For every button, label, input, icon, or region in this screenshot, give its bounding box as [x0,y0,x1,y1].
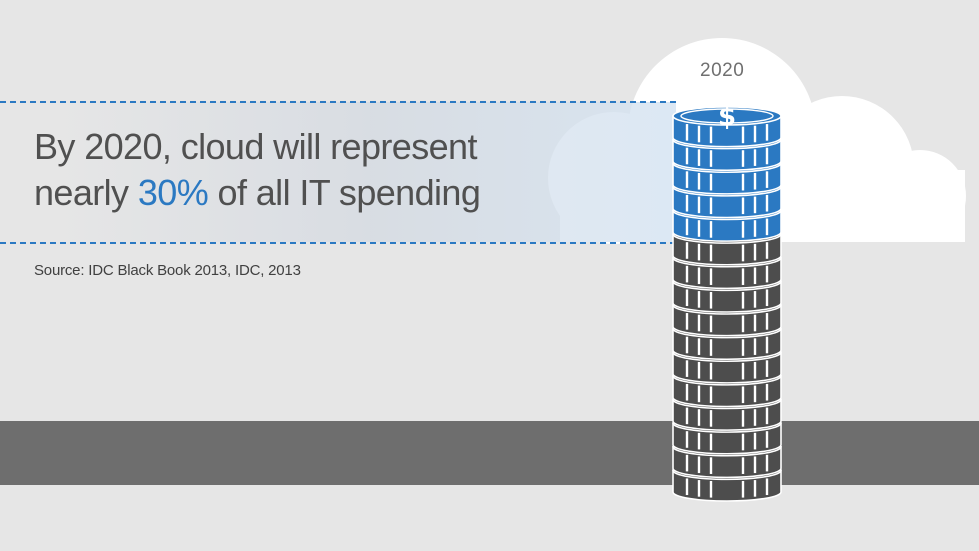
source-citation: Source: IDC Black Book 2013, IDC, 2013 [34,262,301,279]
headline-band [0,102,676,242]
coin-cloud [672,106,782,148]
coin-edge-stripes [685,360,769,380]
coins-group [672,106,782,502]
coin-edge-stripes [685,194,769,215]
coin-edge-stripes [685,431,769,451]
headline-line-2-start: nearly [34,172,138,213]
coin-edge-stripes [685,171,769,191]
dashed-line-top [0,101,676,103]
dollar-icon: $ [718,102,736,132]
coin-edge-stripes [685,242,769,262]
headline: By 2020, cloud will represent nearly 30%… [34,124,481,216]
coin-edge-stripes [685,265,769,285]
coin-edge-stripes [685,124,769,144]
coin-edge-stripes [685,147,769,167]
coin-top-face: $ [680,102,774,132]
coin-edge-stripes [685,478,769,498]
coin-edge-stripes [685,407,769,427]
coin-edge-stripes [685,336,769,356]
headline-line-2-end: of all IT spending [208,172,481,213]
headline-line-1: By 2020, cloud will represent [34,126,477,167]
cloud-year-label: 2020 [700,60,745,81]
coin-edge-stripes [685,383,769,404]
ground-band [0,421,979,485]
dashed-line-bottom [0,242,676,244]
coin-edge-stripes [685,289,769,309]
coin-edge-stripes [685,218,769,238]
headline-highlight-percent: 30% [137,172,209,213]
coin-edge-stripes [685,313,769,333]
headline-line-2: nearly 30% of all IT spending [34,170,481,216]
coin-edge-stripes [685,454,769,474]
